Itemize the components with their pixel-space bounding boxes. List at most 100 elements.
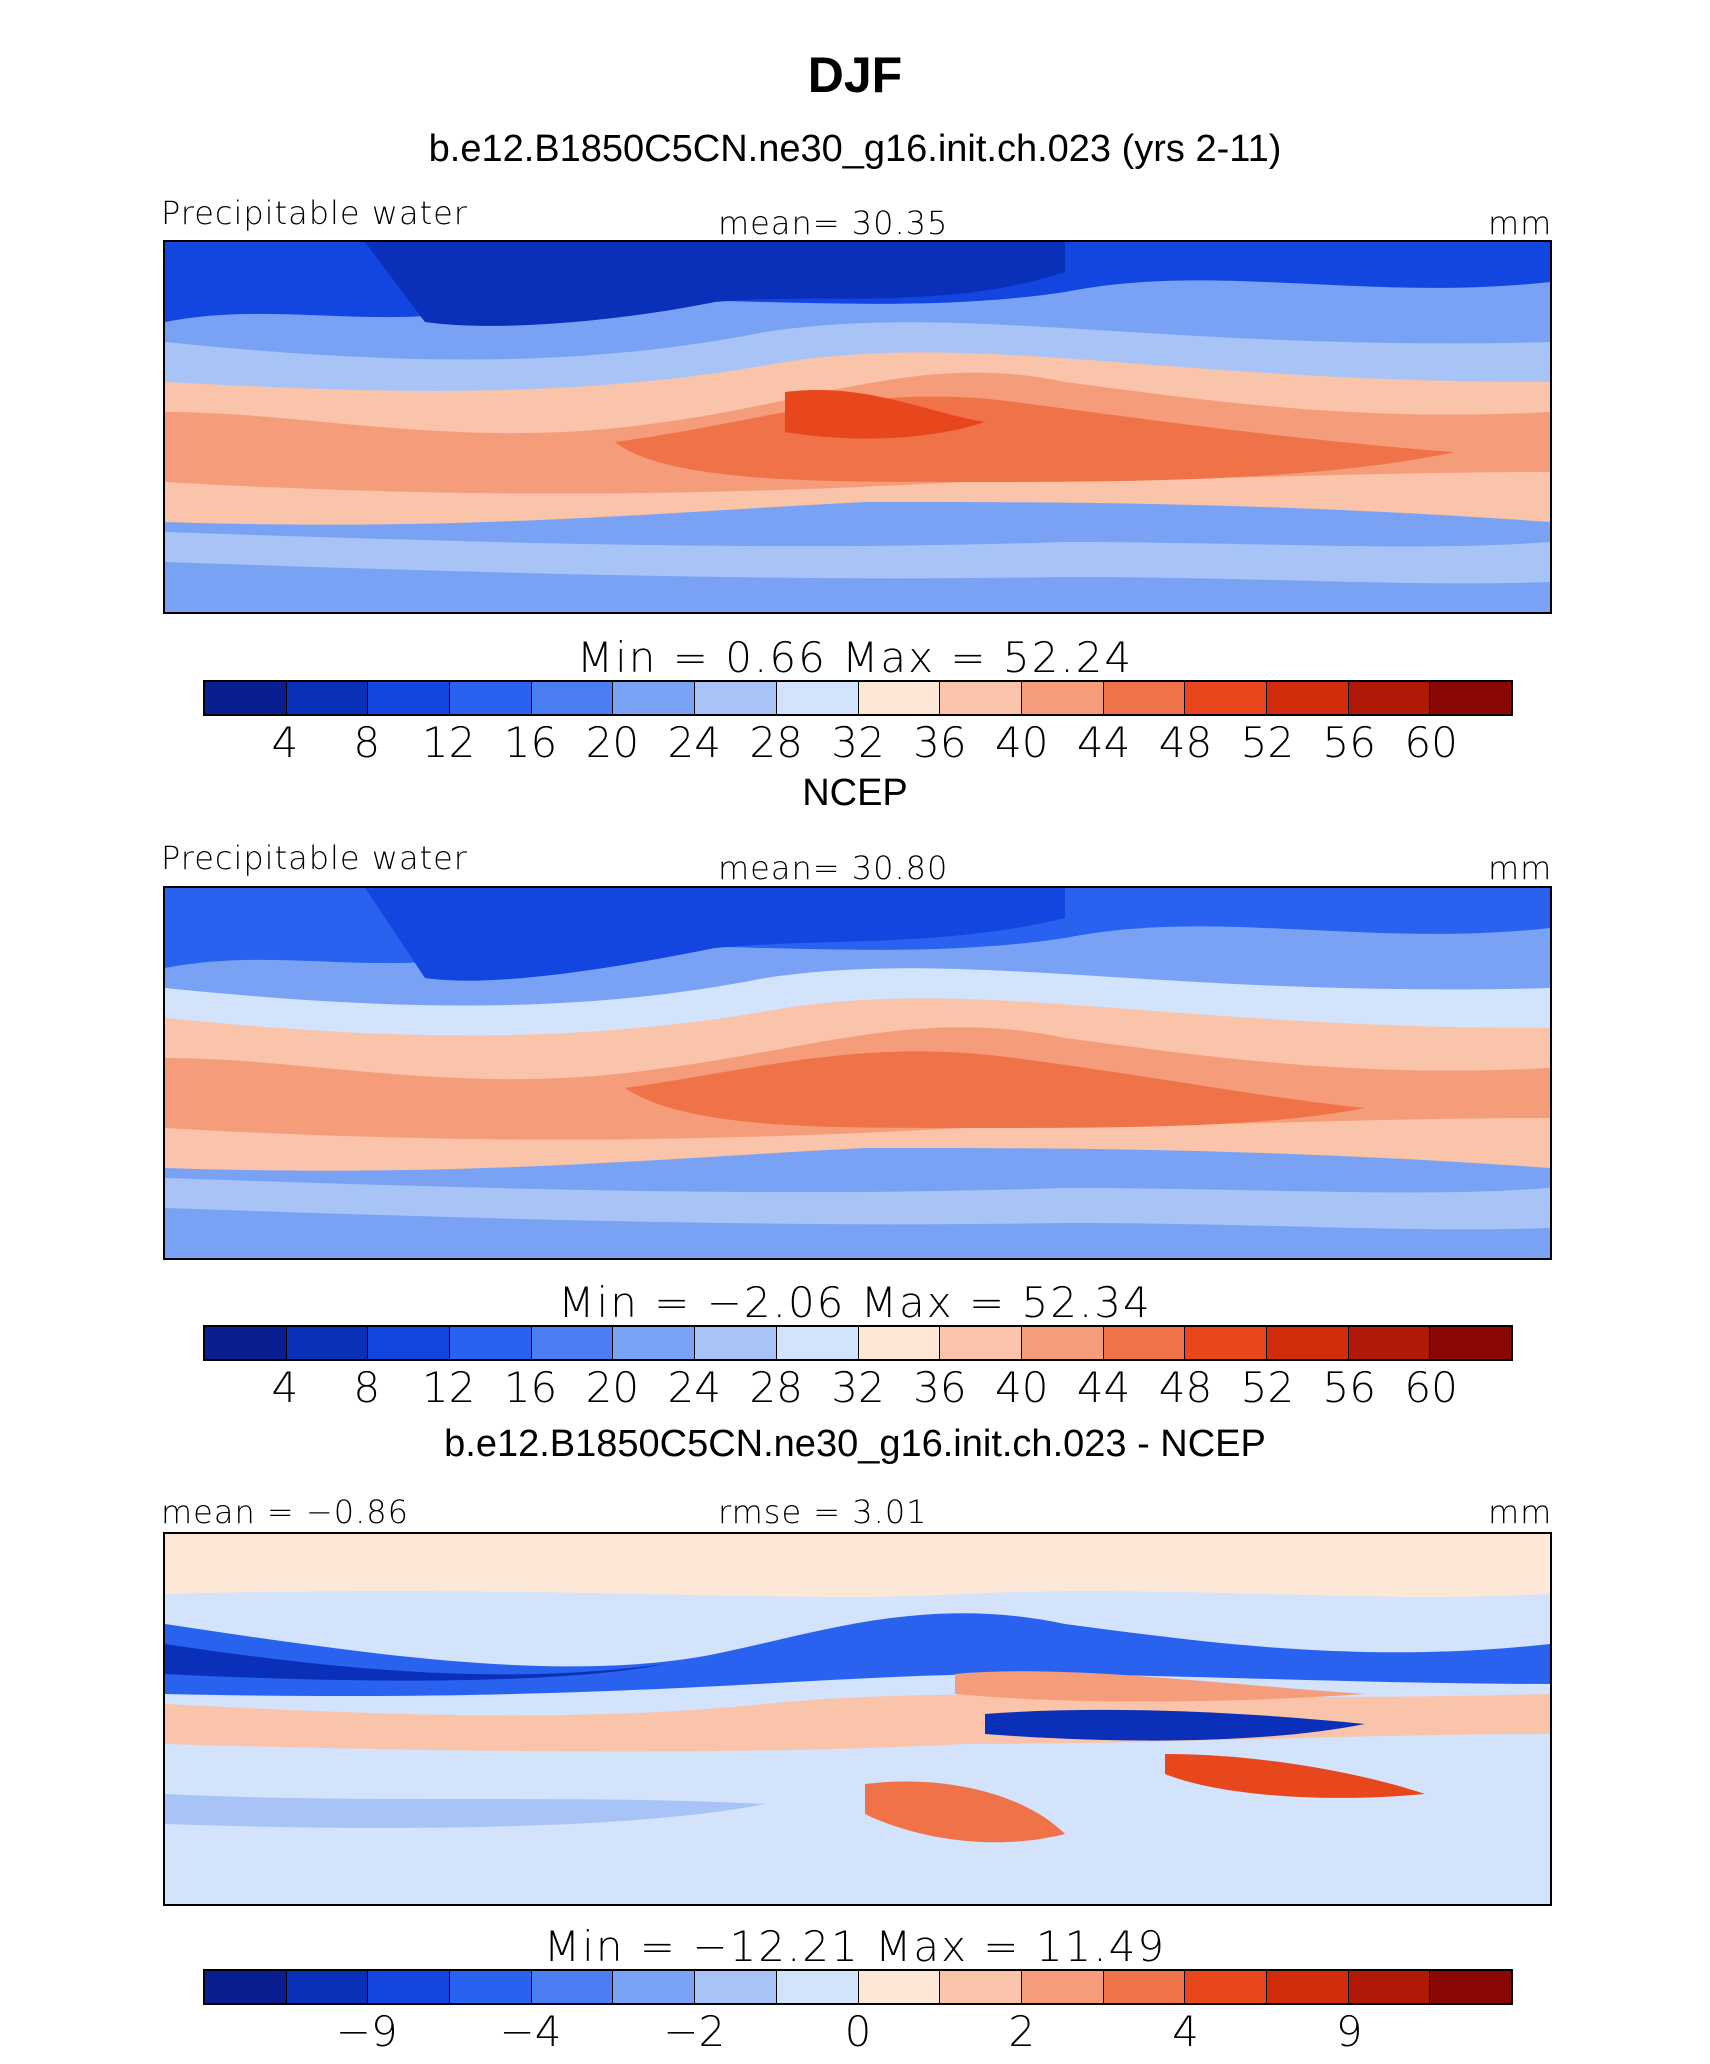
colorbar-swatch-6	[695, 1327, 777, 1359]
colorbar-swatch-9	[940, 1971, 1022, 2003]
colorbar-swatch-15	[1430, 1327, 1511, 1359]
colorbar-tick-label: −4	[499, 2007, 562, 2056]
colorbar-swatch-3	[450, 1327, 532, 1359]
colorbar-tick-label: 60	[1404, 718, 1458, 767]
panel3-map-svg	[165, 1534, 1550, 1904]
panel2-minmax: Min = −2.06 Max = 52.34	[558, 1278, 1152, 1327]
colorbar-swatch-1	[286, 682, 369, 714]
colorbar-swatch-6	[695, 1971, 777, 2003]
panel2-units: mm	[1488, 849, 1553, 887]
colorbar-tick-label: 16	[503, 718, 558, 767]
page-title: DJF	[807, 47, 903, 103]
panel2-colorbar	[203, 1325, 1513, 1361]
colorbar-swatch-4	[531, 1327, 614, 1359]
colorbar-tick-label: 16	[503, 1363, 558, 1412]
panel2-title: NCEP	[802, 772, 908, 814]
colorbar-swatch-10	[1021, 1971, 1104, 2003]
panel3-colorbar	[203, 1969, 1513, 2005]
panel2-variable-label: Precipitable water	[161, 839, 468, 877]
colorbar-tick-label: 32	[831, 1363, 885, 1412]
colorbar-tick-label: 20	[585, 718, 640, 767]
colorbar-tick-label: 56	[1322, 1363, 1376, 1412]
panel3-minmax: Min = −12.21 Max = 11.49	[543, 1922, 1167, 1971]
colorbar-swatch-3	[450, 682, 532, 714]
colorbar-tick-label: 8	[353, 718, 381, 767]
colorbar-swatch-7	[776, 682, 859, 714]
colorbar-tick-label: 44	[1076, 718, 1131, 767]
panel1-mean-label: mean= 30.35	[718, 204, 949, 242]
colorbar-swatch-0	[205, 682, 287, 714]
panel3-colorbar-ticks: −9 −4 −2 0 2 4 9	[203, 2007, 1513, 2056]
colorbar-swatch-1	[286, 1327, 369, 1359]
colorbar-swatch-11	[1103, 682, 1186, 714]
panel1-units: mm	[1488, 204, 1553, 242]
colorbar-swatch-14	[1348, 1327, 1431, 1359]
colorbar-swatch-0	[205, 1971, 287, 2003]
colorbar-tick-label: 0	[844, 2007, 872, 2056]
panel2-map-svg	[165, 888, 1550, 1258]
colorbar-swatch-2	[368, 1327, 451, 1359]
panel2-map	[163, 886, 1552, 1260]
colorbar-swatch-7	[776, 1327, 859, 1359]
colorbar-swatch-3	[450, 1971, 532, 2003]
colorbar-tick-label: 40	[995, 718, 1049, 767]
colorbar-tick-label: −2	[663, 2007, 726, 2056]
panel3-map	[163, 1532, 1552, 1906]
panel1-title: b.e12.B1850C5CN.ne30_g16.init.ch.023 (yr…	[428, 128, 1282, 170]
colorbar-swatch-8	[858, 682, 941, 714]
colorbar-tick-label: 24	[667, 718, 721, 767]
panel2-colorbar-ticks: 4 8 12 16 20 24 28 32 36 40 44 48 52 56 60	[203, 1363, 1513, 1412]
colorbar-tick-label: 12	[421, 718, 476, 767]
colorbar-swatch-5	[613, 1327, 696, 1359]
colorbar-swatch-10	[1021, 1327, 1104, 1359]
colorbar-swatch-13	[1266, 1971, 1349, 2003]
colorbar-tick-label: 4	[271, 718, 299, 767]
panel1-variable-label: Precipitable water	[161, 194, 468, 232]
colorbar-swatch-11	[1103, 1327, 1186, 1359]
colorbar-swatch-0	[205, 1327, 287, 1359]
colorbar-tick-label: 12	[421, 1363, 476, 1412]
colorbar-tick-label: 60	[1404, 1363, 1458, 1412]
panel3-rmse-label: rmse = 3.01	[718, 1493, 928, 1531]
colorbar-swatch-12	[1185, 682, 1267, 714]
colorbar-swatch-14	[1348, 1971, 1431, 2003]
colorbar-swatch-2	[368, 1971, 451, 2003]
colorbar-tick-label: 36	[913, 1363, 967, 1412]
colorbar-swatch-4	[531, 682, 614, 714]
colorbar-tick-label: 44	[1076, 1363, 1131, 1412]
colorbar-swatch-6	[695, 682, 777, 714]
colorbar-tick-label: 4	[271, 1363, 299, 1412]
colorbar-swatch-15	[1430, 1971, 1511, 2003]
colorbar-swatch-7	[776, 1971, 859, 2003]
panel3-title: b.e12.B1850C5CN.ne30_g16.init.ch.023 - N…	[444, 1423, 1266, 1465]
colorbar-tick-label: 28	[749, 718, 803, 767]
colorbar-swatch-2	[368, 682, 451, 714]
colorbar-swatch-9	[940, 1327, 1022, 1359]
colorbar-swatch-8	[858, 1971, 941, 2003]
panel1-map	[163, 240, 1552, 614]
colorbar-tick-label: 32	[831, 718, 885, 767]
colorbar-tick-label: 52	[1240, 1363, 1295, 1412]
panel3-units: mm	[1488, 1493, 1553, 1531]
colorbar-swatch-8	[858, 1327, 941, 1359]
panel1-minmax: Min = 0.66 Max = 52.24	[576, 633, 1134, 682]
colorbar-tick-label: 40	[995, 1363, 1049, 1412]
colorbar-swatch-14	[1348, 682, 1431, 714]
colorbar-swatch-5	[613, 682, 696, 714]
colorbar-swatch-13	[1266, 1327, 1349, 1359]
colorbar-tick-label: 9	[1335, 2007, 1363, 2056]
panel1-map-svg	[165, 242, 1550, 612]
colorbar-swatch-12	[1185, 1971, 1267, 2003]
colorbar-swatch-13	[1266, 682, 1349, 714]
colorbar-swatch-12	[1185, 1327, 1267, 1359]
colorbar-tick-label: 48	[1158, 718, 1213, 767]
colorbar-tick-label: 8	[353, 1363, 381, 1412]
colorbar-tick-label: 24	[667, 1363, 721, 1412]
colorbar-tick-label: 56	[1322, 718, 1376, 767]
colorbar-tick-label: 4	[1172, 2007, 1199, 2056]
colorbar-tick-label: 28	[749, 1363, 803, 1412]
colorbar-swatch-10	[1021, 682, 1104, 714]
colorbar-tick-label: −9	[335, 2007, 398, 2056]
colorbar-tick-label: 36	[913, 718, 967, 767]
colorbar-swatch-11	[1103, 1971, 1186, 2003]
